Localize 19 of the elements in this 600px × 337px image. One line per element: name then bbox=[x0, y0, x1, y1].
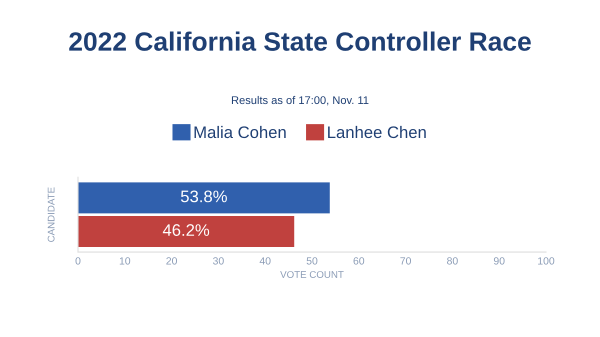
x-tick-label: 30 bbox=[213, 257, 224, 265]
data-label: 53.8% bbox=[180, 190, 227, 202]
x-tick-label: 70 bbox=[400, 257, 411, 265]
x-axis-title: VOTE COUNT bbox=[280, 271, 344, 278]
x-tick-label: 90 bbox=[494, 257, 505, 265]
y-axis-title: CANDIDATE bbox=[48, 187, 55, 242]
chart-title: 2022 California State Controller Race bbox=[69, 32, 531, 51]
x-tick-label: 60 bbox=[354, 257, 364, 265]
x-tick-label: 20 bbox=[166, 257, 177, 265]
x-tick-label: 0 bbox=[76, 257, 80, 265]
x-tick-label: 40 bbox=[260, 257, 271, 265]
x-tick-label: 100 bbox=[538, 257, 554, 265]
x-tick-label: 80 bbox=[447, 257, 458, 265]
legend-label: Malia Cohen bbox=[194, 126, 286, 138]
chart-subtitle: Results as of 17:00, Nov. 11 bbox=[232, 96, 368, 106]
legend-label: Lanhee Chen bbox=[328, 126, 426, 138]
data-label: 46.2% bbox=[162, 224, 210, 236]
x-tick-label: 50 bbox=[306, 257, 318, 265]
x-tick-label: 10 bbox=[120, 257, 130, 265]
